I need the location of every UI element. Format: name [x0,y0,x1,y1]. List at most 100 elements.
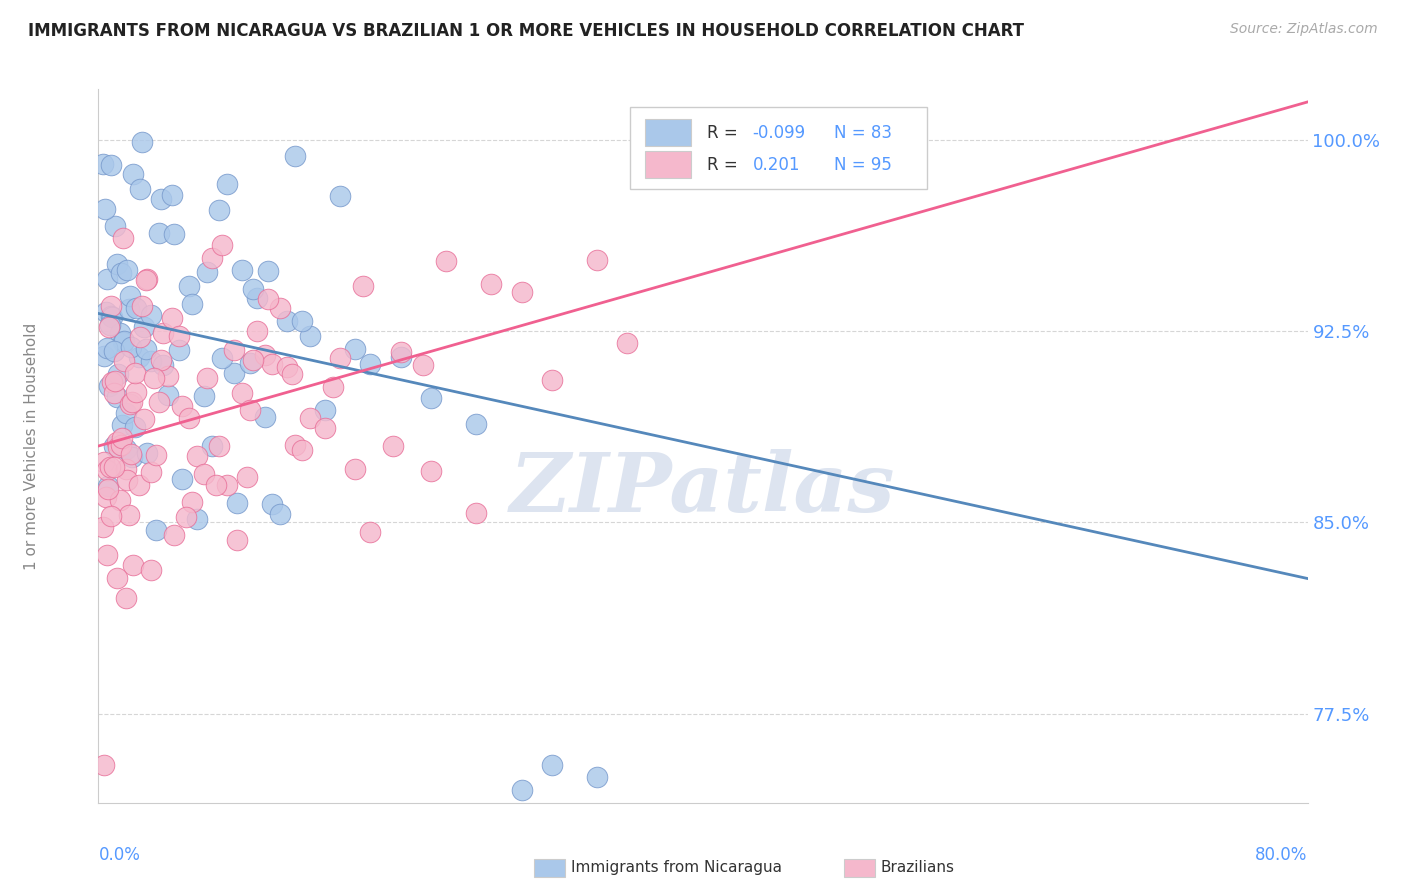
Point [118,508,141,522]
Point [135,272,157,286]
Point [329,351,352,366]
Point [91,156,114,170]
Text: 80.0%: 80.0% [1256,846,1308,863]
Point [201,251,224,265]
FancyBboxPatch shape [645,152,690,178]
Point [344,462,367,476]
Point [163,527,186,541]
Point [586,770,609,784]
Point [145,523,167,537]
Point [132,320,155,334]
Point [141,354,163,368]
Point [108,326,131,341]
Point [193,467,215,481]
Point [93,350,115,364]
Point [226,533,249,547]
Text: Immigrants from Nicaragua: Immigrants from Nicaragua [571,861,782,875]
Point [412,358,434,372]
Point [174,509,197,524]
Point [253,410,276,425]
Text: 0.0%: 0.0% [98,846,141,863]
Text: N = 83: N = 83 [834,124,891,142]
Point [352,278,374,293]
Point [115,591,138,605]
Point [156,368,179,383]
Point [114,462,136,476]
Point [170,399,193,413]
Point [276,359,298,374]
Point [360,357,382,371]
Point [179,411,201,425]
Point [256,264,278,278]
Point [314,421,336,435]
Point [181,297,204,311]
Point [108,493,131,508]
Point [100,158,122,172]
Point [201,439,224,453]
Point [135,446,157,460]
Point [94,305,117,319]
Text: R =: R = [707,156,742,174]
Point [110,437,132,451]
Point [96,272,118,286]
Point [246,291,269,305]
Text: ZIPatlas: ZIPatlas [510,449,896,529]
Point [112,334,135,348]
Point [167,328,190,343]
Point [148,395,170,409]
Point [124,366,146,380]
Point [103,385,125,400]
Point [195,371,218,385]
Point [291,443,314,458]
Point [262,357,284,371]
Point [104,374,127,388]
Point [139,563,162,577]
Point [170,472,193,486]
Point [195,265,218,279]
Point [160,310,183,325]
Point [148,226,170,240]
Point [111,335,134,350]
Point [103,459,125,474]
Point [94,202,117,216]
Point [96,341,118,355]
Point [211,351,233,365]
Point [98,379,121,393]
Point [122,558,145,572]
Point [124,420,146,434]
Point [115,473,138,487]
Point [110,266,132,280]
Point [211,237,233,252]
FancyBboxPatch shape [630,107,927,189]
Point [269,301,291,316]
Point [107,367,129,381]
Point [122,167,145,181]
Point [465,506,488,520]
Point [141,465,163,479]
Point [150,192,173,206]
Point [120,396,142,410]
Point [120,289,142,303]
Point [167,343,190,357]
Point [276,314,298,328]
Point [186,450,208,464]
Point [256,292,278,306]
Point [420,464,443,478]
Point [98,320,121,334]
Point [105,571,128,585]
Point [510,783,533,797]
Point [150,353,173,368]
Point [344,342,367,356]
Point [107,440,129,454]
Point [96,548,118,562]
Point [93,757,115,772]
Point [103,439,125,453]
Point [231,263,253,277]
Point [226,495,249,509]
Point [105,257,128,271]
Point [104,219,127,234]
Point [434,254,457,268]
Text: Source: ZipAtlas.com: Source: ZipAtlas.com [1230,22,1378,37]
Point [281,367,304,381]
Point [152,358,174,372]
